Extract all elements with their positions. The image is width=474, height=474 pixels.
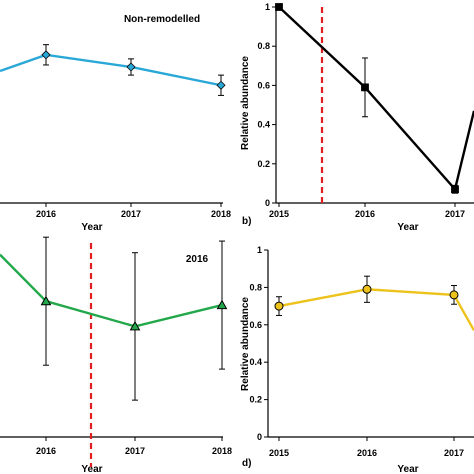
panel-a: Non-remodelled Year 2016 2017 2018 xyxy=(0,14,231,233)
panel-b-x-tick-label: 2015 xyxy=(269,209,289,219)
panel-a-xlabel: Year xyxy=(81,222,102,233)
panel-d-point xyxy=(362,284,372,294)
panel-d-x-tick-label: 2016 xyxy=(357,448,377,458)
panel-c: 2016 Year 2016 2017 2018 xyxy=(0,236,232,474)
panel-a-point xyxy=(126,62,136,72)
panel-a-x-tick-label: 2016 xyxy=(36,209,56,219)
panel-d-point xyxy=(274,301,284,311)
panel-b-y-tick-label: 0.8 xyxy=(257,41,270,51)
panel-a-point xyxy=(216,80,226,90)
panel-d-y-tick-label: 0.8 xyxy=(249,282,262,292)
panel-a-x-tick-label: 2018 xyxy=(211,209,231,219)
panel-b-x-tick-label: 2017 xyxy=(445,209,465,219)
panel-b: Year Relative abundance b) 0 0.2 0.4 0.6 0.8… xyxy=(240,2,474,233)
panel-b-x-tick-label: 2016 xyxy=(355,209,375,219)
panel-d-xlabel: Year xyxy=(397,464,418,474)
panel-b-point xyxy=(275,3,283,11)
panel-b-ylabel: Relative abundance xyxy=(240,56,251,150)
panel-d: Year Relative abundance d) 0 0.2 0.4 0.6 0.8… xyxy=(240,245,474,474)
panel-c-point xyxy=(216,299,228,310)
panel-d-y-tick-label: 0.2 xyxy=(249,395,262,405)
panel-b-point xyxy=(451,185,459,194)
panel-d-point xyxy=(449,290,459,300)
panel-a-x-tick-label: 2017 xyxy=(121,209,141,219)
panel-d-y-tick-label: 0.6 xyxy=(249,320,262,330)
panel-b-letter: b) xyxy=(242,216,251,227)
panel-b-y-tick-label: 0.6 xyxy=(257,80,270,90)
panel-b-y-tick-label: 1 xyxy=(265,2,270,12)
panel-d-y-tick-label: 1 xyxy=(257,245,262,255)
panel-b-point xyxy=(361,83,369,92)
panel-c-point xyxy=(129,320,141,331)
panel-c-point xyxy=(40,295,52,306)
panel-d-x-tick-label: 2017 xyxy=(444,448,464,458)
panel-c-xlabel: Year xyxy=(81,464,102,474)
panel-c-x-tick-label: 2017 xyxy=(125,446,145,456)
panel-d-y-tick-label: 0 xyxy=(257,432,262,442)
panel-b-y-tick-label: 0.4 xyxy=(257,120,270,130)
panel-d-x-tick-label: 2015 xyxy=(269,448,289,458)
panel-b-xlabel: Year xyxy=(397,222,418,233)
panel-d-ylabel: Relative abundance xyxy=(240,297,251,391)
panel-b-y-tick-label: 0 xyxy=(265,198,270,208)
panel-c-x-tick-label: 2016 xyxy=(36,446,56,456)
panel-d-series-line xyxy=(278,288,474,331)
panel-a-point xyxy=(41,50,51,60)
panel-a-series-line xyxy=(0,53,222,87)
panel-d-letter: d) xyxy=(242,458,251,469)
panel-b-series-line xyxy=(278,6,474,192)
panel-c-x-tick-label: 2018 xyxy=(212,446,232,456)
panel-c-series-line xyxy=(0,253,223,328)
panel-c-title: 2016 xyxy=(186,254,209,265)
panel-b-y-tick-label: 0.2 xyxy=(257,159,270,169)
panel-d-y-tick-label: 0.4 xyxy=(249,357,262,367)
panel-a-title: Non-remodelled xyxy=(124,14,200,25)
